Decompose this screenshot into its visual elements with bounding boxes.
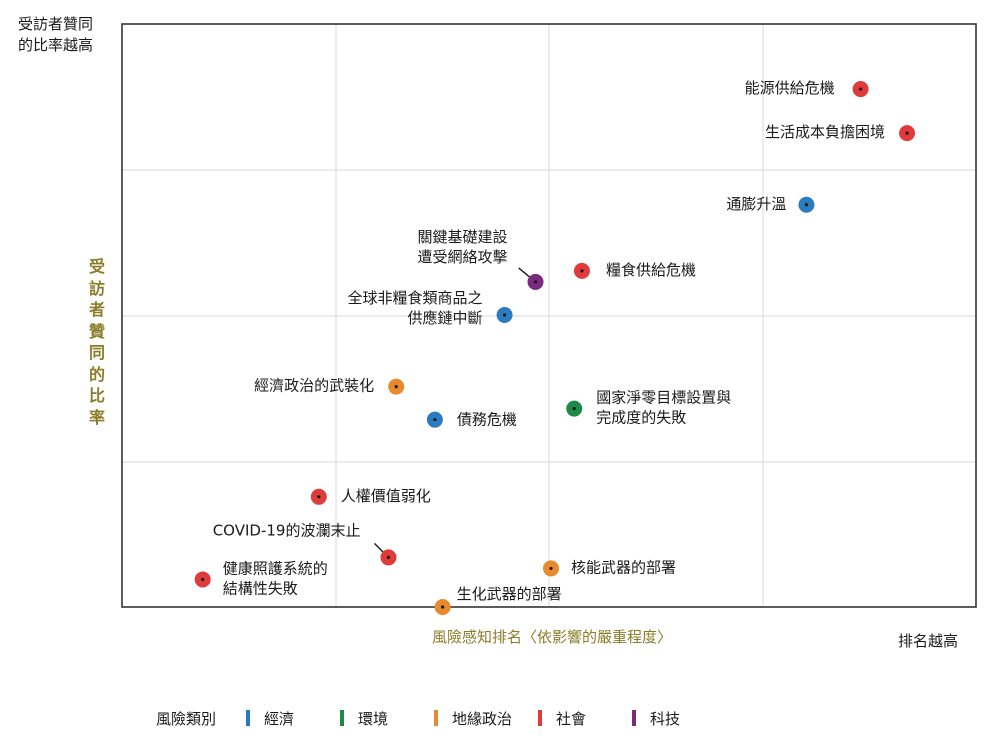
data-label-line: 糧食供給危機: [606, 261, 696, 279]
data-label-line: 結構性失敗: [223, 579, 298, 597]
data-label-line: COVID-19的波瀾末止: [213, 521, 361, 539]
data-label: 人權價值弱化: [341, 487, 431, 505]
data-label-line: 生活成本負擔困境: [765, 123, 885, 141]
data-point-center: [533, 280, 538, 284]
data-label: 生活成本負擔困境: [765, 123, 885, 141]
data-label: 關鍵基礎建設遭受網絡攻擊: [418, 228, 508, 266]
legend-label: 環境: [358, 709, 389, 728]
data-label-line: 國家淨零目標設置與: [596, 389, 731, 407]
data-point-center: [317, 495, 321, 499]
data-point-center: [441, 605, 445, 609]
data-label-line: 債務危機: [457, 411, 517, 429]
data-point-center: [572, 407, 576, 411]
data-point-center: [433, 418, 437, 422]
data-label: 生化武器的部署: [457, 585, 562, 603]
legend-swatch: [434, 710, 439, 726]
legend-label: 經濟: [264, 709, 295, 728]
x-high-label: 排名越高: [898, 632, 959, 650]
data-label-line: 能源供給危機: [745, 79, 835, 97]
y-axis-label: 受訪者贊同的比率: [88, 257, 105, 427]
data-point-center: [549, 566, 553, 571]
legend-item-economic: 經濟: [246, 708, 314, 729]
y-high-label: 受訪者贊同 的比率越高: [18, 15, 94, 54]
data-point-center: [386, 555, 391, 560]
legend-swatch: [632, 710, 637, 726]
legend: 風險類別 經濟 環境 地緣政治 社會 科技: [156, 707, 726, 729]
data-label: 核能武器的部署: [571, 558, 676, 576]
plot-frame: [121, 23, 977, 608]
data-label: 國家淨零目標設置與完成度的失敗: [596, 389, 731, 427]
data-point-center: [502, 313, 507, 317]
data-label: 健康照護系統的結構性失敗: [223, 559, 328, 597]
data-label-line: 供應鏈中斷: [408, 309, 483, 327]
data-label-line: 核能武器的部署: [571, 558, 676, 576]
data-label: 經濟政治的武裝化: [254, 377, 374, 395]
data-point-center: [394, 385, 398, 389]
data-label: 糧食供給危機: [606, 261, 696, 279]
data-label: 全球非糧食類商品之供應鏈中斷: [348, 289, 483, 327]
legend-swatch: [246, 710, 251, 726]
data-point-center: [804, 203, 809, 207]
x-axis-label: 風險感知排名〈依影響的嚴重程度〉: [432, 628, 673, 646]
data-point-center: [905, 131, 909, 135]
data-label: 能源供給危機: [745, 79, 835, 97]
legend-label: 社會: [556, 709, 587, 728]
data-point-center: [859, 87, 863, 91]
data-label-line: 人權價值弱化: [341, 487, 431, 505]
legend-label: 科技: [650, 709, 681, 728]
data-label-line: 健康照護系統的: [223, 559, 328, 577]
data-label-line: 經濟政治的武裝化: [254, 377, 374, 395]
legend-item-societal: 社會: [538, 708, 606, 729]
data-label: 通膨升溫: [726, 195, 786, 213]
data-label-line: 完成度的失敗: [596, 409, 686, 427]
data-label: COVID-19的波瀾末止: [213, 521, 361, 539]
legend-swatch: [538, 710, 543, 726]
data-label-line: 通膨升溫: [726, 195, 786, 213]
data-point-center: [580, 269, 584, 273]
legend-swatch: [340, 710, 345, 726]
data-label: 債務危機: [457, 411, 517, 429]
data-label-line: 關鍵基礎建設: [418, 228, 508, 246]
legend-item-technological: 科技: [632, 708, 700, 729]
data-label-line: 遭受網絡攻擊: [418, 248, 508, 266]
legend-item-geopolitical: 地緣政治: [434, 708, 512, 729]
legend-item-environmental: 環境: [340, 708, 408, 729]
data-point-center: [201, 577, 205, 582]
legend-title: 風險類別: [156, 709, 217, 728]
legend-label: 地緣政治: [452, 709, 513, 728]
data-label-line: 生化武器的部署: [457, 585, 562, 603]
data-label-line: 全球非糧食類商品之: [348, 289, 483, 307]
